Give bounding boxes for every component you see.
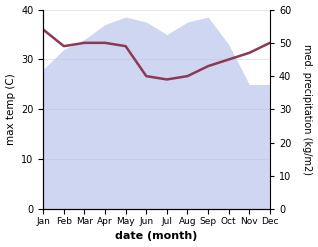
Y-axis label: max temp (C): max temp (C) — [5, 74, 16, 145]
X-axis label: date (month): date (month) — [115, 231, 198, 242]
Y-axis label: med. precipitation (kg/m2): med. precipitation (kg/m2) — [302, 44, 313, 175]
